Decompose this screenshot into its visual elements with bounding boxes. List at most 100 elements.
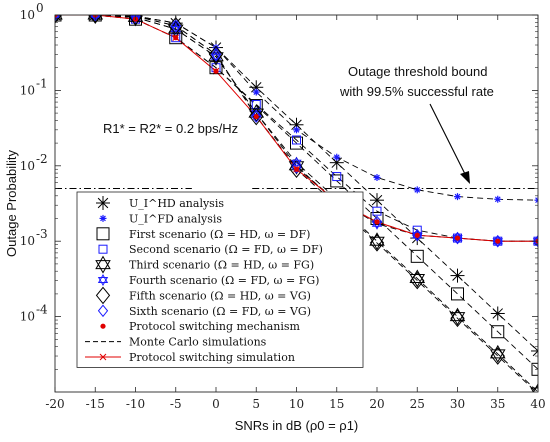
legend-label-5: Fourth scenario (Ω = FD, ω = FG): [129, 274, 319, 287]
series-8-point-8: [374, 219, 380, 225]
series-1-point-8: [373, 173, 381, 181]
series-7-point-6: [291, 161, 302, 174]
threshold-label-line1: Outage threshold bound: [348, 64, 488, 79]
legend-marker-diamond: [97, 304, 109, 318]
series-0-point-11: [490, 306, 505, 321]
series-8-point-9: [414, 232, 420, 238]
series-6-point-10: [450, 309, 465, 328]
series-7-point-8: [371, 215, 383, 229]
series-0-point-8: [370, 193, 384, 208]
series-3-point-8: [372, 206, 382, 216]
series-0-point-12: [531, 343, 538, 358]
x-axis-title: SNRs in dB (ρ0 = ρ1): [235, 418, 359, 433]
series-7-point-5: [251, 110, 262, 123]
threshold-arrow-head: [460, 171, 470, 184]
legend-row-3: Second scenario (Ω = FD, ω = DF): [98, 243, 323, 256]
series-2-point-10: [451, 287, 464, 301]
y-tick-exp-1: -1: [36, 76, 48, 90]
legend-marker-asterisk: [96, 196, 110, 210]
series-1-point-11: [494, 195, 502, 203]
legend-row-6: Fifth scenario (Ω = HD, ω = VG): [95, 286, 311, 305]
y-tick-label-1: 10: [20, 83, 35, 97]
y-tick-exp-3: -3: [36, 227, 48, 241]
series-6-point-5: [249, 107, 264, 126]
annotations: Outage threshold bound with 99.5% succes…: [103, 64, 494, 184]
x-tick-label-12: 35: [490, 397, 505, 411]
series-8-point-0: [55, 15, 58, 18]
series-2-point-12: [531, 362, 538, 376]
series-7-point-12: [532, 234, 538, 248]
legend-marker-hexagram: [97, 273, 109, 287]
series-7-point-3: [170, 19, 181, 33]
x-tick-label-8: -5: [170, 397, 182, 411]
rate-label: R1* = R2* = 0.2 bps/Hz: [103, 121, 238, 136]
series-8-point-6: [293, 166, 300, 172]
legend-row-4: Third scenario (Ω = HD, ω = FG): [95, 255, 314, 274]
series-0-point-10: [450, 268, 465, 283]
x-tick-label-7: -15: [86, 397, 105, 411]
series-2-point-11: [491, 325, 505, 339]
series-6-point-12: [532, 384, 538, 392]
series-1-point-7: [333, 153, 341, 161]
legend-label-3: Second scenario (Ω = FD, ω = DF): [129, 243, 323, 256]
y-tick-label-0: 10: [20, 8, 35, 22]
y-tick-exp-2: -2: [36, 152, 48, 166]
x-tick-label-11: 25: [410, 397, 425, 411]
x-tick-label-9: 5: [252, 397, 260, 411]
series-2-point-9: [410, 249, 424, 263]
series-6-point-4: [208, 45, 224, 64]
legend-label-4: Third scenario (Ω = HD, ω = FG): [129, 259, 314, 272]
legend-row-0: U_I^HD analysis: [96, 196, 224, 210]
series-7-point-11: [492, 234, 503, 248]
legend-marker-square: [98, 244, 108, 254]
legend-row-1: U_I^FD analysis: [99, 212, 222, 225]
x-tick-label-4: 20: [369, 397, 384, 411]
series-8-point-3: [173, 35, 179, 41]
y-axis-title: Outage Probability: [4, 150, 19, 257]
legend-marker-star: [99, 214, 107, 222]
legend-marker-square: [96, 227, 110, 241]
legend-row-7: Sixth scenario (Ω = FD, ω = VG): [97, 304, 311, 318]
y-tick-exp-0: 0: [36, 1, 44, 15]
series-6-point-11: [490, 347, 505, 365]
y-tick-label-2: 10: [20, 159, 35, 173]
series-1-point-10: [454, 193, 461, 201]
series-6-point-2: [128, 15, 143, 26]
y-tick-label-3: 10: [20, 234, 35, 248]
series-8-point-4: [213, 68, 219, 74]
legend-marker-hexagram: [95, 255, 111, 274]
legend-marker-diamond: [95, 286, 111, 305]
legend-label-8: Protocol switching mechanism: [129, 320, 300, 333]
threshold-label-line2: with 99.5% successful rate: [339, 84, 494, 99]
y-tick-label-4: 10: [20, 310, 35, 324]
legend: U_I^HD analysis U_I^FD analysis First scen…: [76, 191, 364, 368]
x-tick-label-2: 0: [212, 397, 220, 411]
legend-box: [76, 191, 364, 368]
series-3-point-6: [292, 135, 301, 145]
series-6-point-9: [410, 271, 425, 290]
threshold-arrow-shaft: [429, 103, 467, 177]
legend-row-2: First scenario (Ω = HD, ω = DF): [96, 227, 310, 241]
series-0-point-5: [249, 80, 264, 95]
series-7-point-10: [452, 231, 463, 245]
legend-label-6: Fifth scenario (Ω = HD, ω = VG): [129, 289, 311, 302]
legend-label-2: First scenario (Ω = HD, ω = DF): [129, 228, 310, 241]
series-7-point-1: [90, 15, 101, 22]
legend-label-9: Monte Carlo simulations: [129, 336, 267, 349]
series-3-point-7: [332, 172, 342, 182]
legend-label-1: U_I^FD analysis: [129, 212, 222, 225]
legend-marker-dot: [100, 323, 106, 329]
series-1-point-12: [534, 196, 538, 204]
legend-label-10: Protocol switching simulation: [129, 351, 295, 364]
series-6-point-8: [369, 234, 385, 252]
series-8-point-11: [495, 238, 501, 244]
y-tick-exp-4: -4: [36, 303, 48, 317]
series-8-point-5: [253, 113, 259, 120]
x-tick-label-5: 30: [450, 397, 465, 411]
x-tick-label-1: -10: [126, 397, 145, 411]
series-7-point-9: [412, 228, 423, 242]
x-tick-label-3: 10: [289, 397, 304, 411]
series-6-point-3: [168, 16, 183, 35]
series-1-point-9: [413, 186, 421, 194]
